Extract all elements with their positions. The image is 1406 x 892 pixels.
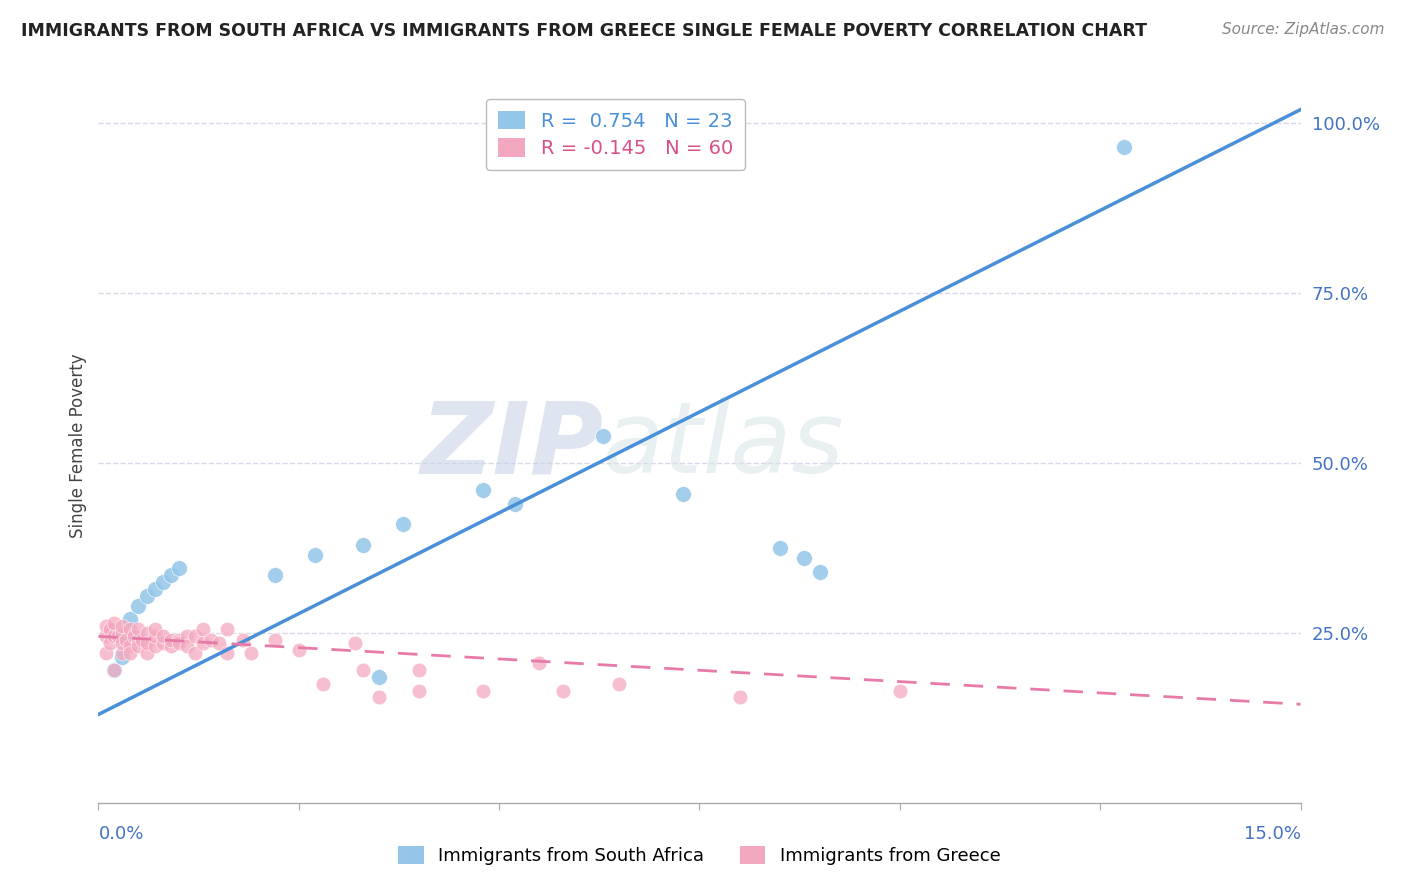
Point xyxy=(120,612,142,626)
Point xyxy=(167,561,190,575)
Point xyxy=(152,636,174,650)
Point xyxy=(143,629,166,643)
Point xyxy=(167,636,190,650)
Point xyxy=(263,632,285,647)
Point xyxy=(408,683,430,698)
Point xyxy=(176,640,198,654)
Point xyxy=(135,646,157,660)
Point xyxy=(239,646,262,660)
Point xyxy=(808,565,831,579)
Point xyxy=(343,636,366,650)
Point xyxy=(672,486,695,500)
Point xyxy=(120,623,142,637)
Text: 0.0%: 0.0% xyxy=(98,825,143,843)
Point xyxy=(96,619,118,633)
Point xyxy=(728,690,751,705)
Point xyxy=(529,657,551,671)
Point xyxy=(111,646,134,660)
Point xyxy=(103,663,125,677)
Point xyxy=(103,629,125,643)
Point xyxy=(768,541,790,555)
Point xyxy=(135,626,157,640)
Point xyxy=(288,643,311,657)
Point xyxy=(111,636,134,650)
Point xyxy=(135,589,157,603)
Point xyxy=(191,636,214,650)
Point xyxy=(263,568,285,582)
Point xyxy=(143,640,166,654)
Text: 15.0%: 15.0% xyxy=(1243,825,1301,843)
Point xyxy=(111,626,134,640)
Point xyxy=(191,623,214,637)
Point xyxy=(183,646,205,660)
Point xyxy=(352,663,374,677)
Point xyxy=(793,551,815,566)
Point xyxy=(176,629,198,643)
Point xyxy=(472,683,495,698)
Point xyxy=(128,623,150,637)
Point xyxy=(128,599,150,613)
Point xyxy=(135,636,157,650)
Point xyxy=(103,615,125,630)
Point xyxy=(215,646,238,660)
Point xyxy=(592,429,614,443)
Point xyxy=(143,623,166,637)
Point xyxy=(124,629,146,643)
Point xyxy=(232,632,254,647)
Point xyxy=(152,629,174,643)
Point xyxy=(120,646,142,660)
Point xyxy=(96,629,118,643)
Text: ZIP: ZIP xyxy=(420,398,603,494)
Point xyxy=(304,548,326,562)
Point xyxy=(553,683,575,698)
Point xyxy=(889,683,911,698)
Point xyxy=(312,677,335,691)
Point xyxy=(183,629,205,643)
Point xyxy=(159,632,181,647)
Point xyxy=(111,619,134,633)
Point xyxy=(352,537,374,551)
Point xyxy=(215,623,238,637)
Legend: Immigrants from South Africa, Immigrants from Greece: Immigrants from South Africa, Immigrants… xyxy=(388,836,1011,876)
Point xyxy=(120,632,142,647)
Point xyxy=(128,640,150,654)
Point xyxy=(159,640,181,654)
Point xyxy=(1114,140,1136,154)
Text: IMMIGRANTS FROM SOUTH AFRICA VS IMMIGRANTS FROM GREECE SINGLE FEMALE POVERTY COR: IMMIGRANTS FROM SOUTH AFRICA VS IMMIGRAN… xyxy=(21,22,1147,40)
Point xyxy=(100,623,122,637)
Y-axis label: Single Female Poverty: Single Female Poverty xyxy=(69,354,87,538)
Point xyxy=(120,640,142,654)
Point xyxy=(208,636,231,650)
Point xyxy=(408,663,430,677)
Point xyxy=(159,568,181,582)
Text: atlas: atlas xyxy=(603,398,845,494)
Point xyxy=(392,517,415,532)
Point xyxy=(115,632,138,647)
Point xyxy=(143,582,166,596)
Point xyxy=(200,632,222,647)
Point xyxy=(368,670,391,684)
Point xyxy=(107,629,129,643)
Point xyxy=(103,663,125,677)
Point xyxy=(152,574,174,589)
Point xyxy=(100,636,122,650)
Point xyxy=(609,677,631,691)
Point xyxy=(167,632,190,647)
Point xyxy=(131,632,153,647)
Point xyxy=(128,632,150,647)
Point xyxy=(96,646,118,660)
Point xyxy=(111,649,134,664)
Point xyxy=(503,497,526,511)
Point xyxy=(472,483,495,498)
Point xyxy=(368,690,391,705)
Text: Source: ZipAtlas.com: Source: ZipAtlas.com xyxy=(1222,22,1385,37)
